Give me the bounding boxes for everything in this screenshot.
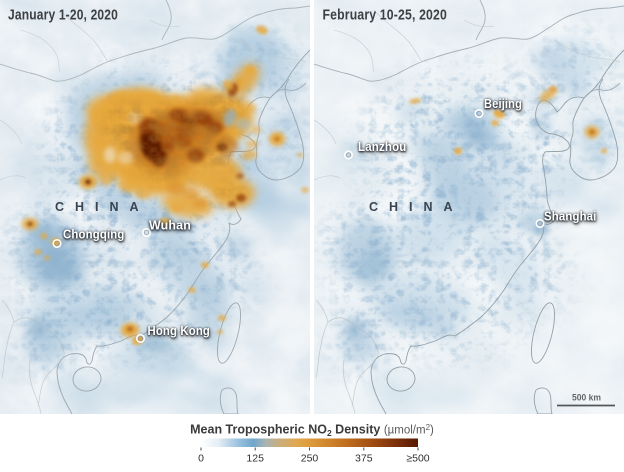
svg-text:375: 375 (355, 453, 373, 465)
svg-text:Mean Tropospheric NO2 Density: Mean Tropospheric NO2 Density (µmol/m2) (190, 423, 434, 439)
svg-text:January 1-20, 2020: January 1-20, 2020 (8, 7, 118, 24)
svg-text:125: 125 (246, 453, 264, 465)
svg-text:500 km: 500 km (572, 393, 601, 404)
svg-text:Chongqing: Chongqing (63, 227, 125, 242)
svg-text:0: 0 (198, 453, 204, 465)
svg-text:Wuhan: Wuhan (149, 218, 191, 233)
svg-text:Beijing: Beijing (484, 96, 522, 111)
svg-text:Lanzhou: Lanzhou (358, 139, 407, 154)
svg-text:≥500: ≥500 (406, 453, 429, 465)
svg-text:Shanghai: Shanghai (544, 209, 597, 224)
svg-text:February 10-25, 2020: February 10-25, 2020 (323, 7, 448, 24)
svg-text:250: 250 (301, 453, 319, 465)
svg-text:Hong Kong: Hong Kong (148, 323, 211, 338)
svg-text:CHINA: CHINA (55, 200, 150, 214)
svg-text:CHINA: CHINA (369, 200, 464, 214)
